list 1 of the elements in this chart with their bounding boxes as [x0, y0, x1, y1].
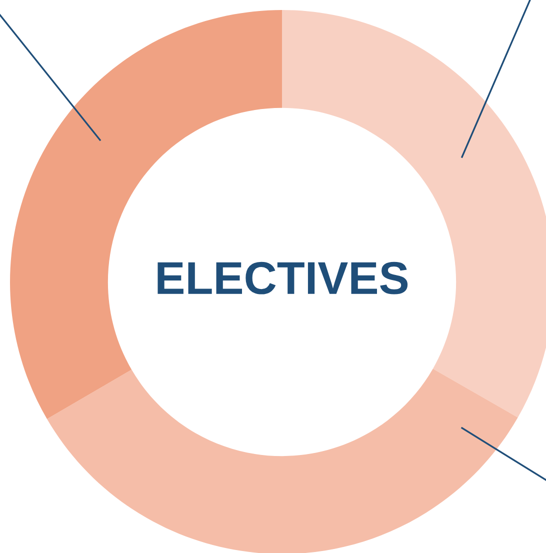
text: ELECTIVES — [158, 262, 408, 294]
